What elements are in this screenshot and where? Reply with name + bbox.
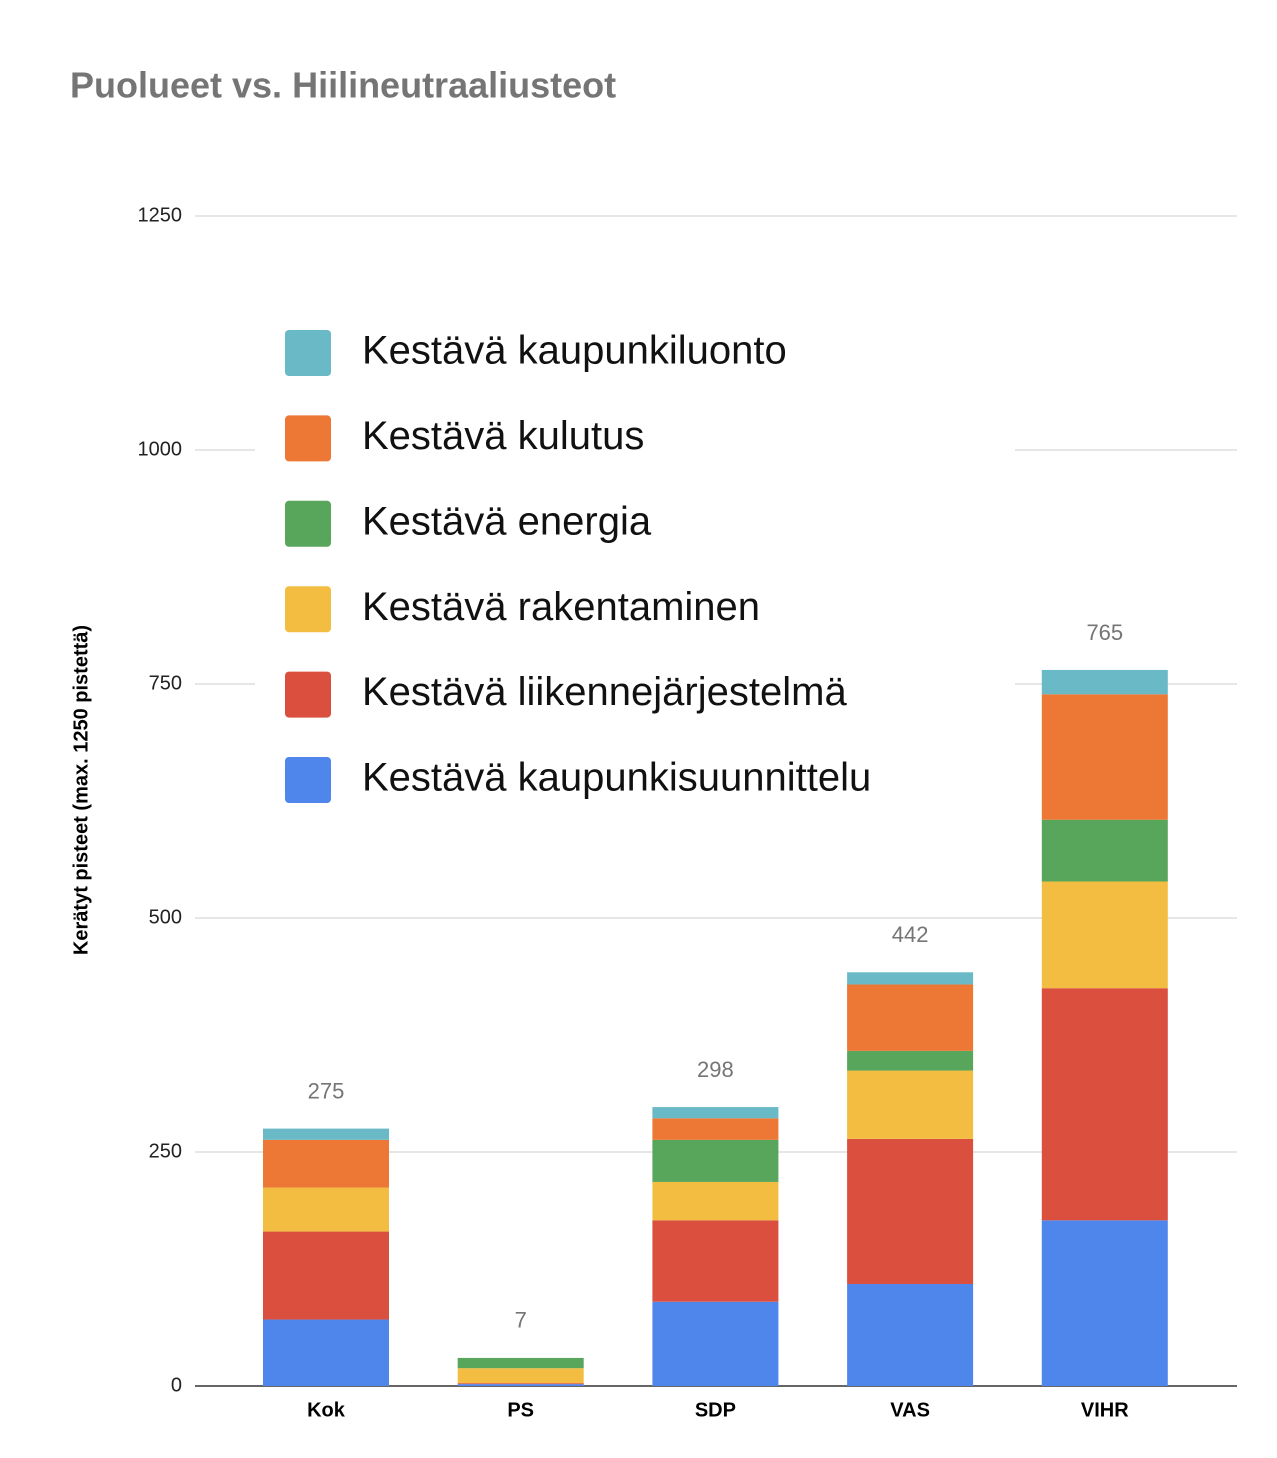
bar-segment (263, 1187, 389, 1232)
y-tick-label: 500 (149, 906, 182, 928)
x-tick-label: Kok (307, 1399, 346, 1421)
bar-segment (1041, 1220, 1168, 1386)
legend-label: Kestävä energia (362, 499, 652, 543)
legend-label: Kestävä liikennejärjestelmä (362, 670, 847, 714)
x-tick-label: VAS (890, 1399, 930, 1421)
legend-swatch (285, 757, 331, 803)
bar-segment (847, 984, 974, 1051)
bar-segment (457, 1368, 584, 1384)
x-tick-label: PS (507, 1399, 534, 1421)
legend-swatch (285, 500, 331, 547)
total-label: 275 (308, 1078, 345, 1103)
bar-segment (457, 1383, 584, 1385)
bar-segment (457, 1384, 584, 1386)
bar-segment (457, 1357, 584, 1369)
bar-segment (263, 1231, 389, 1320)
y-tick-label: 0 (171, 1374, 182, 1396)
total-label: 7 (515, 1308, 527, 1333)
legend-label: Kestävä kaupunkiluonto (362, 329, 787, 373)
bar-segment (1041, 694, 1168, 820)
y-tick-label: 250 (149, 1140, 182, 1162)
y-tick-label: 1250 (138, 204, 183, 226)
total-label: 442 (892, 922, 929, 947)
legend-label: Kestävä kaupunkisuunnittelu (362, 756, 871, 800)
legend-swatch (285, 415, 331, 462)
bar-segment (263, 1128, 389, 1140)
bar-segment (847, 1283, 974, 1386)
bar-segment (652, 1301, 779, 1386)
bar-segment (847, 1070, 974, 1139)
bar-segment (652, 1118, 779, 1140)
bar-segment (1041, 988, 1168, 1221)
bar-segment (652, 1220, 779, 1302)
bar-segment (847, 1050, 974, 1071)
bar-segment (263, 1139, 389, 1188)
y-tick-label: 750 (149, 672, 182, 694)
legend-swatch (285, 330, 331, 376)
bar-segment (847, 972, 974, 985)
bar-segment (652, 1139, 779, 1182)
legend-label: Kestävä rakentaminen (362, 585, 760, 629)
bar-segment (847, 1138, 974, 1284)
x-tick-label: SDP (695, 1399, 736, 1421)
legend-swatch (285, 671, 331, 718)
bar-segment (1041, 881, 1168, 989)
bar-segment (1041, 819, 1168, 882)
total-label: 765 (1086, 620, 1123, 645)
bar-segment (263, 1319, 389, 1386)
legend-swatch (285, 586, 331, 633)
legend-label: Kestävä kulutus (362, 414, 644, 458)
total-label: 298 (697, 1057, 734, 1082)
bar-segment (652, 1181, 779, 1221)
y-tick-label: 1000 (138, 438, 183, 460)
bar-segment (652, 1107, 779, 1119)
legend-background (255, 318, 1015, 818)
y-axis-title: Kerätyt pisteet (max. 1250 pistettä) (70, 625, 92, 955)
x-tick-label: VIHR (1081, 1399, 1129, 1421)
chart-title: Puolueet vs. Hiilineutraaliusteot (70, 65, 616, 106)
bar-segment (1041, 669, 1168, 695)
